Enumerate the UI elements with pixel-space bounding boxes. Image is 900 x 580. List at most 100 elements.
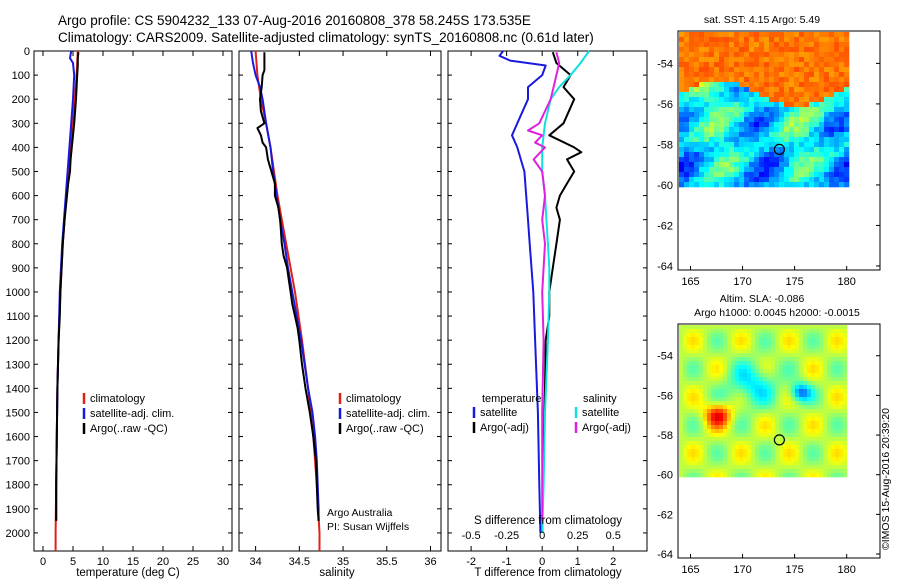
map-cell — [694, 97, 700, 103]
map-cell — [803, 345, 808, 350]
map-cell — [729, 82, 735, 88]
map-cell — [807, 465, 812, 470]
map-cell — [844, 97, 850, 103]
map-cell — [819, 52, 825, 58]
map-cell — [767, 333, 772, 338]
map-cell — [799, 62, 805, 68]
map-cell — [699, 172, 705, 178]
map-cell — [703, 437, 708, 442]
map-cell — [704, 122, 710, 128]
map-cell — [759, 381, 764, 386]
map-cell — [723, 381, 728, 386]
map-cell — [799, 147, 805, 153]
map-cell — [704, 47, 710, 53]
map-cell — [769, 142, 775, 148]
map-cell — [734, 112, 740, 118]
map-cell — [695, 329, 700, 334]
map-cell — [699, 473, 704, 478]
map-cell — [795, 333, 800, 338]
map-cell — [719, 157, 725, 163]
map-cell — [779, 393, 784, 398]
map-cell — [787, 457, 792, 462]
map-cell — [834, 137, 840, 143]
map-cell — [811, 421, 816, 426]
map-cell — [799, 177, 805, 183]
map-cell — [719, 445, 724, 450]
map-cell — [791, 337, 796, 342]
map-cell — [719, 389, 724, 394]
map-cell — [809, 142, 815, 148]
map-cell — [807, 337, 812, 342]
map-cell — [769, 57, 775, 63]
map-cell — [763, 405, 768, 410]
map-cell — [791, 449, 796, 454]
map-cell — [795, 345, 800, 350]
map-cell — [679, 365, 684, 370]
map-cell — [843, 401, 848, 406]
map-cell — [834, 152, 840, 158]
map-cell — [803, 361, 808, 366]
map-cell — [679, 97, 685, 103]
map-cell — [724, 37, 730, 43]
map-cell — [827, 333, 832, 338]
map-cell — [679, 377, 684, 382]
map-cell — [789, 97, 795, 103]
map-cell — [803, 349, 808, 354]
map-cell — [751, 401, 756, 406]
map-cell — [731, 365, 736, 370]
map-cell — [799, 72, 805, 78]
map-cell — [774, 32, 780, 38]
map-cell — [704, 172, 710, 178]
map-cell — [843, 421, 848, 426]
map-cell — [835, 329, 840, 334]
map-cell — [727, 473, 732, 478]
map-cell — [824, 92, 830, 98]
map-cell — [714, 142, 720, 148]
x-tick-label: 15 — [127, 556, 139, 568]
map-cell — [735, 353, 740, 358]
map-cell — [691, 329, 696, 334]
map-cell — [751, 421, 756, 426]
map-cell — [779, 353, 784, 358]
map-cell — [787, 349, 792, 354]
map-cell — [679, 393, 684, 398]
map-cell — [754, 47, 760, 53]
map-cell — [749, 97, 755, 103]
map-cell — [743, 377, 748, 382]
map-cell — [684, 157, 690, 163]
map-cell — [715, 437, 720, 442]
map-cell — [749, 142, 755, 148]
map-cell — [704, 32, 710, 38]
map-cell — [784, 122, 790, 128]
map-cell — [839, 157, 845, 163]
map-cell — [791, 345, 796, 350]
map-cell — [814, 127, 820, 133]
map-cell — [703, 325, 708, 330]
map-cell — [731, 457, 736, 462]
map-cell — [694, 57, 700, 63]
map-cell — [699, 349, 704, 354]
map-cell — [684, 67, 690, 73]
map-cell — [727, 349, 732, 354]
map-cell — [694, 87, 700, 93]
map-cell — [809, 147, 815, 153]
map-cell — [707, 373, 712, 378]
map-cell — [683, 457, 688, 462]
map-cell — [815, 465, 820, 470]
map-cell — [695, 469, 700, 474]
map-cell — [703, 333, 708, 338]
map-cell — [763, 421, 768, 426]
map-cell — [803, 457, 808, 462]
map-cell — [729, 122, 735, 128]
map-cell — [807, 457, 812, 462]
map-cell — [831, 441, 836, 446]
map-cell — [727, 425, 732, 430]
map-cell — [827, 393, 832, 398]
map-cell — [779, 325, 784, 330]
map-cell — [679, 152, 685, 158]
map-cell — [719, 57, 725, 63]
map-cell — [775, 381, 780, 386]
map-cell — [839, 369, 844, 374]
map-cell — [691, 349, 696, 354]
map-cell — [775, 345, 780, 350]
